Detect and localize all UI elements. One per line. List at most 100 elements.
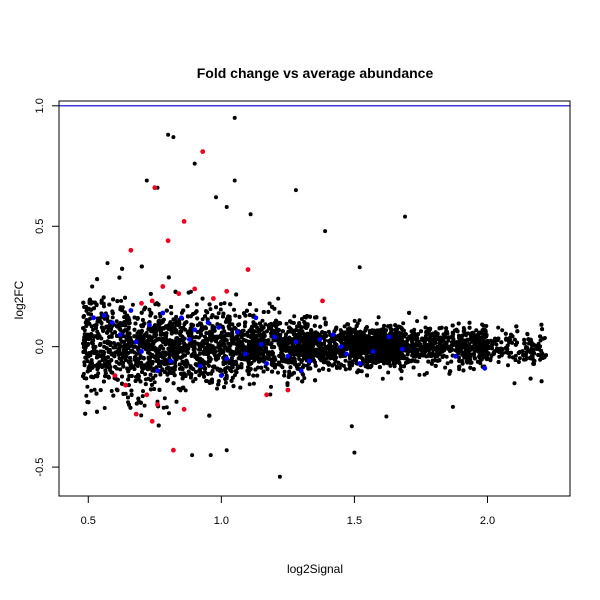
data-point bbox=[174, 314, 179, 319]
data-point bbox=[178, 329, 183, 334]
data-point bbox=[376, 315, 381, 320]
data-point bbox=[516, 360, 521, 364]
data-point bbox=[254, 308, 259, 313]
data-point bbox=[466, 357, 471, 362]
data-point bbox=[510, 334, 515, 339]
data-point bbox=[81, 326, 86, 331]
data-point bbox=[136, 372, 141, 377]
data-point bbox=[512, 381, 517, 386]
data-point bbox=[246, 334, 251, 338]
chart-title: Fold change vs average abundance bbox=[197, 65, 434, 81]
data-point bbox=[507, 354, 512, 359]
data-point bbox=[189, 353, 194, 358]
data-point bbox=[92, 387, 97, 392]
data-point bbox=[389, 328, 394, 333]
data-point bbox=[266, 309, 271, 314]
data-point bbox=[88, 316, 93, 321]
data-point bbox=[122, 315, 127, 320]
data-point bbox=[101, 295, 106, 300]
data-point bbox=[105, 355, 110, 360]
data-point bbox=[114, 319, 119, 324]
data-point bbox=[343, 367, 348, 372]
data-point bbox=[295, 376, 300, 381]
data-point bbox=[538, 338, 543, 343]
data-point bbox=[114, 323, 119, 328]
data-point bbox=[525, 332, 530, 337]
data-point bbox=[132, 315, 137, 320]
data-point bbox=[239, 335, 244, 340]
data-point bbox=[89, 358, 94, 363]
data-point bbox=[112, 341, 116, 345]
data-point bbox=[396, 324, 401, 329]
data-point bbox=[95, 319, 100, 324]
data-point bbox=[133, 321, 138, 326]
data-point bbox=[119, 298, 124, 303]
data-point bbox=[471, 367, 476, 372]
data-point bbox=[251, 373, 256, 378]
data-point bbox=[84, 376, 89, 381]
data-point bbox=[248, 367, 253, 371]
data-point bbox=[380, 376, 385, 381]
data-point bbox=[197, 351, 202, 356]
data-point bbox=[536, 353, 541, 357]
data-point bbox=[109, 389, 114, 393]
data-point bbox=[222, 301, 227, 306]
data-point bbox=[352, 318, 357, 323]
data-point bbox=[424, 371, 429, 375]
data-point bbox=[540, 327, 545, 332]
data-point bbox=[528, 337, 533, 342]
data-point bbox=[140, 394, 145, 399]
data-point bbox=[423, 325, 428, 330]
data-point bbox=[284, 332, 288, 337]
data-point bbox=[152, 387, 157, 391]
data-point bbox=[247, 382, 252, 387]
data-point bbox=[342, 324, 347, 329]
data-point bbox=[153, 373, 158, 378]
data-point bbox=[133, 379, 138, 383]
data-point bbox=[134, 401, 139, 406]
data-point bbox=[461, 326, 466, 330]
data-point bbox=[123, 310, 127, 315]
data-point bbox=[148, 291, 153, 296]
data-point bbox=[105, 261, 110, 266]
data-point bbox=[102, 406, 107, 410]
data-point bbox=[139, 413, 144, 418]
data-point bbox=[112, 330, 117, 335]
data-point bbox=[512, 337, 517, 342]
x-axis-label: log2Signal bbox=[287, 562, 343, 576]
data-point bbox=[276, 296, 281, 301]
data-point bbox=[539, 379, 544, 384]
data-point bbox=[216, 311, 221, 316]
data-point bbox=[382, 323, 387, 328]
data-point bbox=[101, 328, 106, 333]
data-point bbox=[254, 334, 259, 339]
data-point bbox=[251, 381, 256, 386]
data-point bbox=[208, 307, 213, 312]
data-point bbox=[288, 365, 293, 370]
data-point bbox=[218, 302, 223, 306]
data-point bbox=[108, 368, 112, 372]
data-point bbox=[517, 356, 522, 361]
data-point bbox=[322, 316, 327, 321]
data-point bbox=[457, 355, 461, 360]
data-point bbox=[169, 311, 174, 316]
data-point bbox=[423, 315, 428, 320]
data-point bbox=[132, 327, 137, 332]
data-point bbox=[496, 325, 501, 330]
data-point bbox=[152, 380, 157, 385]
data-point bbox=[96, 371, 101, 376]
data-point bbox=[90, 284, 95, 289]
data-point bbox=[474, 328, 479, 333]
data-point bbox=[417, 372, 422, 377]
data-point bbox=[415, 319, 420, 324]
data-point bbox=[215, 386, 219, 391]
data-point bbox=[426, 331, 431, 336]
data-point bbox=[126, 325, 131, 330]
data-point bbox=[200, 317, 205, 322]
data-point bbox=[216, 379, 221, 384]
data-point bbox=[230, 375, 235, 380]
data-point bbox=[166, 346, 171, 351]
data-point bbox=[233, 313, 238, 318]
data-point bbox=[528, 376, 533, 381]
data-point bbox=[147, 307, 152, 312]
